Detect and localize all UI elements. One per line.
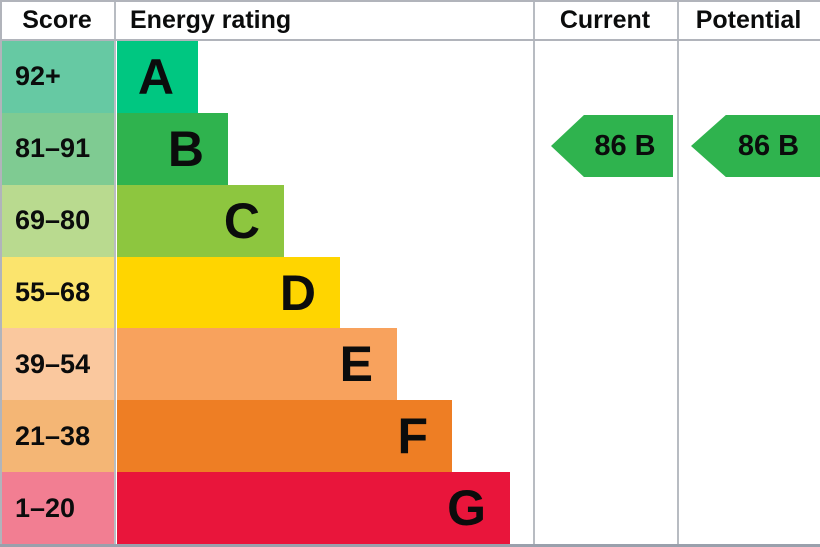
rating-row-a: 92+ A bbox=[2, 41, 820, 113]
score-range-f: 21–38 bbox=[2, 400, 114, 473]
current-column-header: Current bbox=[559, 6, 651, 34]
score-range-a: 92+ bbox=[2, 41, 114, 113]
potential-column-divider bbox=[677, 2, 679, 544]
rating-bar-a: A bbox=[117, 41, 198, 113]
rating-letter-a: A bbox=[137, 48, 174, 105]
energy-rating-column-header: Energy rating bbox=[130, 6, 292, 34]
potential-column-header: Potential bbox=[695, 6, 802, 34]
header-row: Score Energy rating Current Potential bbox=[0, 2, 820, 39]
rating-row-e: 39–54 E bbox=[2, 328, 820, 401]
rating-letter-f: F bbox=[397, 408, 428, 465]
current-column-divider bbox=[533, 2, 535, 544]
rating-letter-d: D bbox=[279, 264, 316, 321]
rating-letter-b: B bbox=[167, 120, 204, 177]
rating-row-f: 21–38 F bbox=[2, 400, 820, 473]
rating-bar-e: E bbox=[117, 328, 397, 401]
rating-bar-f: F bbox=[117, 400, 452, 473]
rating-row-b: 81–91 B bbox=[2, 112, 820, 185]
score-range-g: 1–20 bbox=[2, 472, 114, 545]
rating-row-d: 55–68 D bbox=[2, 256, 820, 329]
score-range-d: 55–68 bbox=[2, 256, 114, 329]
rating-letter-e: E bbox=[339, 336, 373, 393]
chart-bottom-border bbox=[0, 544, 820, 547]
rating-bar-g: G bbox=[117, 472, 510, 545]
potential-rating-label: 86 B bbox=[737, 129, 800, 162]
chart-top-border bbox=[0, 0, 820, 2]
rating-bar-b: B bbox=[117, 112, 228, 185]
score-column-divider bbox=[114, 2, 116, 544]
rating-bar-d: D bbox=[117, 256, 340, 329]
rating-letter-c: C bbox=[223, 192, 260, 249]
score-range-c: 69–80 bbox=[2, 184, 114, 257]
rating-bar-c: C bbox=[117, 184, 284, 257]
rating-row-c: 69–80 C bbox=[2, 184, 820, 257]
current-rating-label: 86 B bbox=[594, 129, 656, 162]
rating-row-g: 1–20 G bbox=[2, 472, 820, 545]
chart-left-border bbox=[0, 0, 2, 545]
score-column-header: Score bbox=[22, 6, 92, 34]
score-range-e: 39–54 bbox=[2, 328, 114, 401]
rating-rows: 92+ A 81–91 B 69–80 C 55–68 D 39–54 E 21… bbox=[2, 41, 820, 545]
score-range-b: 81–91 bbox=[2, 112, 114, 185]
rating-letter-g: G bbox=[447, 480, 486, 537]
header-divider-line bbox=[0, 39, 820, 41]
